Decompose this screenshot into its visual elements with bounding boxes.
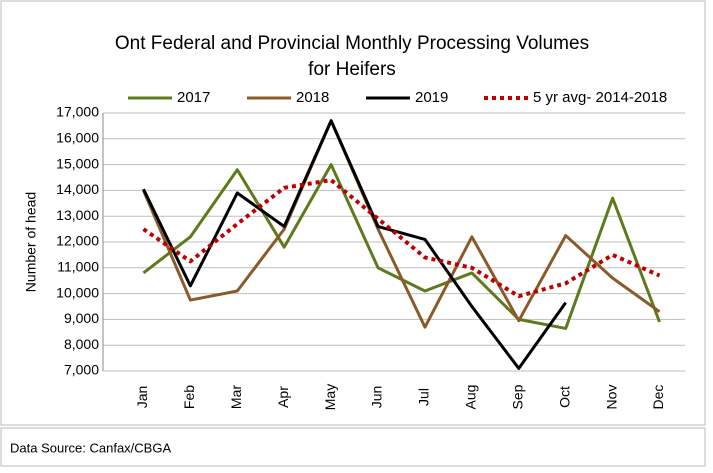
y-tick-label: 12,000	[56, 233, 99, 249]
legend-label: 2019	[415, 89, 448, 106]
x-tick-label: Aug	[463, 385, 479, 410]
chart-title: for Heifers	[308, 59, 396, 80]
series-line	[142, 178, 661, 299]
y-tick-label: 9,000	[64, 310, 99, 326]
x-tick-label: Apr	[275, 386, 291, 408]
legend-label: 2018	[296, 89, 329, 106]
y-tick-label: 7,000	[64, 362, 99, 378]
source-note: Data Source: Canfax/CBGA	[10, 440, 171, 455]
legend-label: 2017	[177, 89, 210, 106]
y-tick-label: 14,000	[56, 181, 99, 197]
x-tick-label: Jan	[134, 386, 150, 409]
x-tick-label: Oct	[556, 386, 572, 408]
y-tick-label: 10,000	[56, 284, 99, 300]
x-tick-label: May	[322, 384, 338, 410]
y-tick-label: 11,000	[57, 259, 99, 275]
x-tick-label: Jul	[416, 388, 432, 406]
y-tick-label: 13,000	[56, 207, 99, 223]
series-line	[142, 119, 661, 329]
source-frame	[0, 427, 706, 467]
y-axis-label: Number of head	[23, 192, 39, 292]
x-tick-label: Dec	[650, 385, 666, 410]
chart-title: Ont Federal and Provincial Monthly Proce…	[115, 33, 589, 54]
series-line	[142, 119, 567, 370]
legend-label: 5 yr avg- 2014-2018	[533, 89, 667, 106]
x-tick-label: Nov	[603, 385, 619, 410]
x-tick-label: Feb	[181, 385, 197, 409]
x-tick-label: Sep	[509, 384, 525, 409]
x-tick-label: Mar	[228, 385, 244, 409]
y-tick-label: 8,000	[64, 336, 99, 352]
y-tick-label: 17,000	[56, 104, 99, 120]
x-tick-label: Jun	[369, 386, 385, 409]
y-tick-label: 16,000	[56, 130, 99, 146]
y-tick-label: 15,000	[56, 155, 99, 171]
